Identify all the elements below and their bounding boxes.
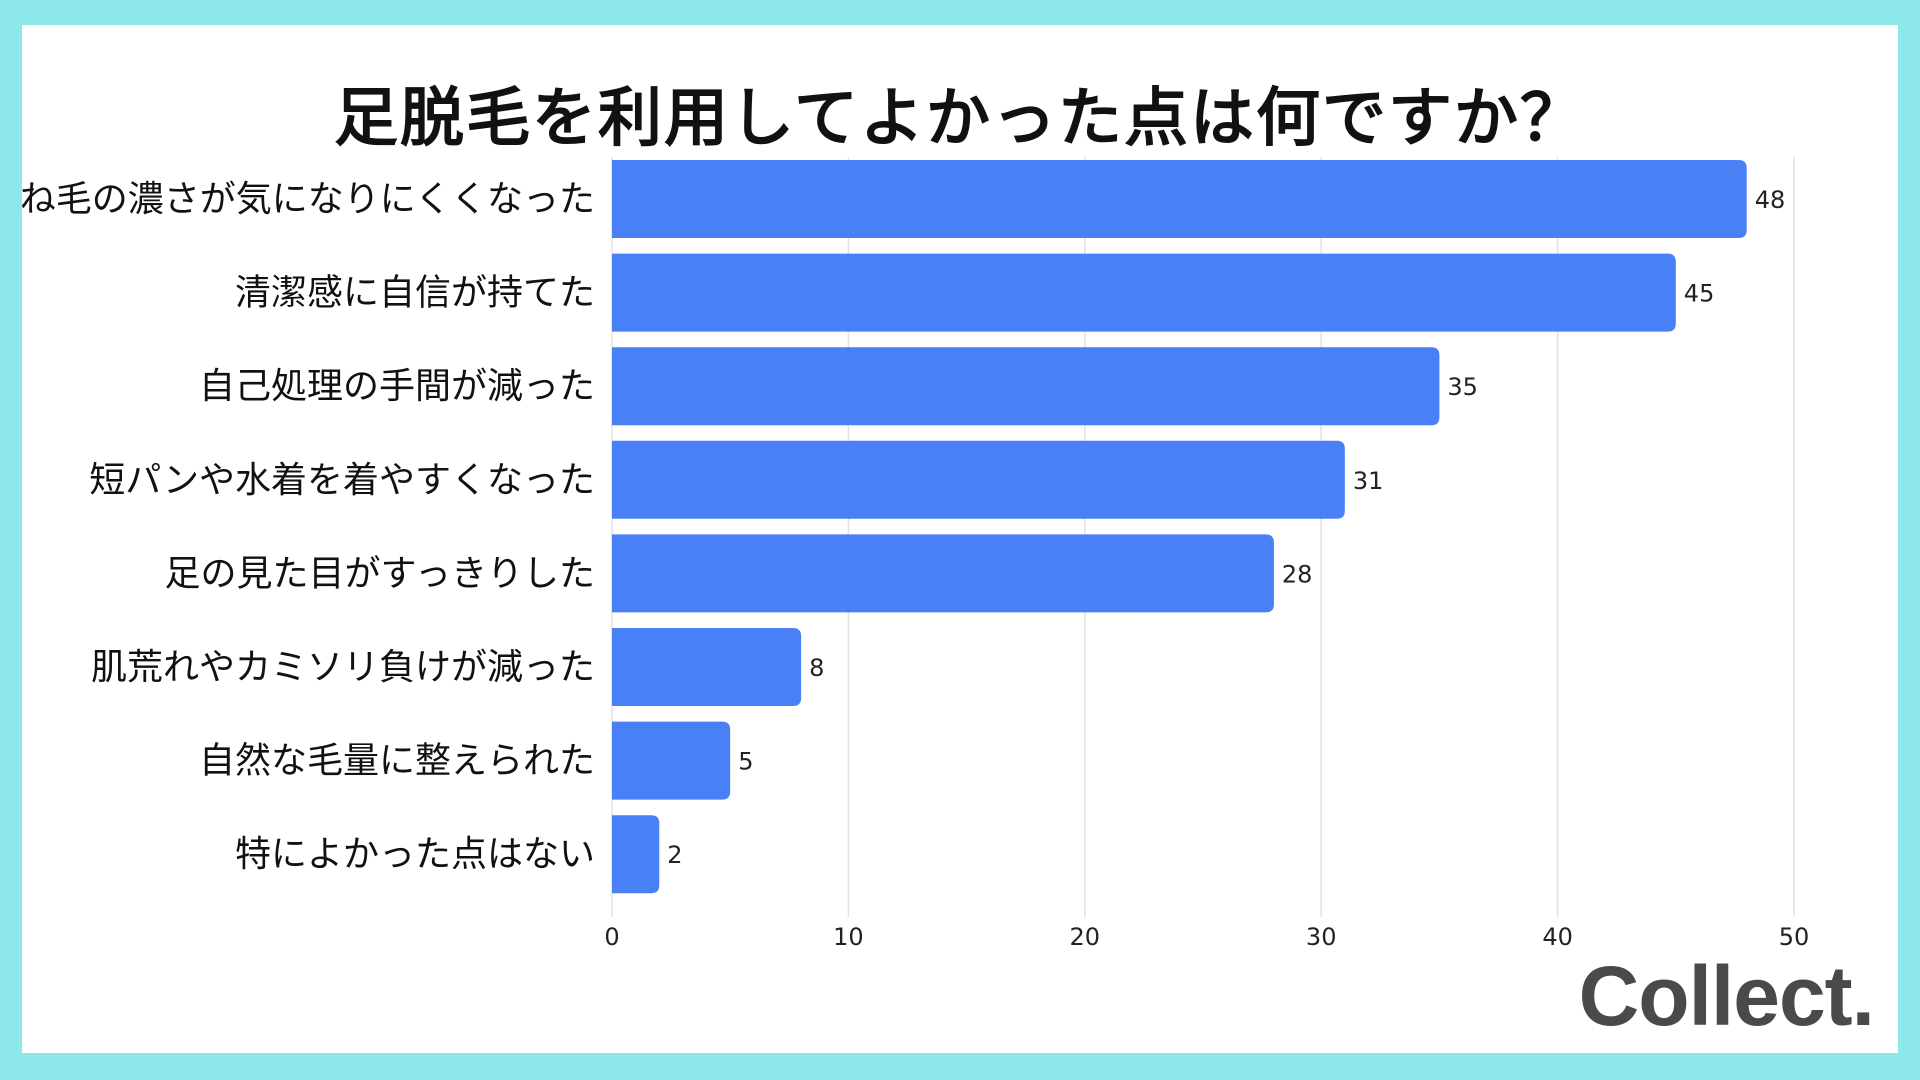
x-tick-label: 0 bbox=[604, 923, 619, 951]
x-tick-label: 10 bbox=[833, 923, 864, 951]
value-label: 48 bbox=[1755, 186, 1786, 214]
category-label: すね毛の濃さが気になりにくくなった bbox=[22, 179, 595, 220]
value-label: 8 bbox=[809, 654, 824, 682]
bar bbox=[612, 440, 1345, 519]
bar bbox=[612, 347, 1440, 426]
category-label: 足の見た目がすっきりした bbox=[164, 553, 595, 594]
x-tick-label: 20 bbox=[1070, 923, 1101, 951]
bar-chart: 0 10 20 30 40 50 すね毛の濃さが気になりにくくなった 48 清潔感に自信が持てた… bbox=[22, 157, 1810, 951]
category-label: 清潔感に自信が持てた bbox=[235, 273, 595, 314]
category-label: 自己処理の手間が減った bbox=[199, 366, 595, 407]
value-label: 45 bbox=[1684, 280, 1715, 308]
category-label: 特によかった点はない bbox=[235, 834, 595, 875]
bar bbox=[612, 815, 660, 894]
collect-logo: Collect. bbox=[1578, 949, 1875, 1043]
chart-title: 足脱毛を利用してよかった点は何ですか？ bbox=[333, 82, 1587, 156]
x-tick-label: 50 bbox=[1779, 923, 1810, 951]
value-label: 2 bbox=[667, 841, 682, 869]
bar bbox=[612, 160, 1747, 238]
category-label: 短パンや水着を着やすくなった bbox=[89, 460, 595, 501]
x-tick-label: 30 bbox=[1306, 923, 1337, 951]
category-label: 肌荒れやカミソリ負けが減った bbox=[91, 647, 595, 688]
value-label: 35 bbox=[1447, 373, 1478, 401]
category-label: 自然な毛量に整えられた bbox=[199, 741, 595, 782]
bar bbox=[612, 721, 731, 800]
x-tick-label: 40 bbox=[1542, 923, 1573, 951]
value-label: 28 bbox=[1282, 560, 1313, 588]
bar bbox=[612, 628, 802, 706]
chart-card: 足脱毛を利用してよかった点は何ですか？ 0 10 20 30 40 50 すね毛の濃さが気に… bbox=[22, 25, 1898, 1053]
value-label: 31 bbox=[1353, 467, 1384, 495]
value-label: 5 bbox=[738, 748, 753, 776]
bar bbox=[612, 534, 1274, 613]
bar bbox=[612, 253, 1676, 332]
